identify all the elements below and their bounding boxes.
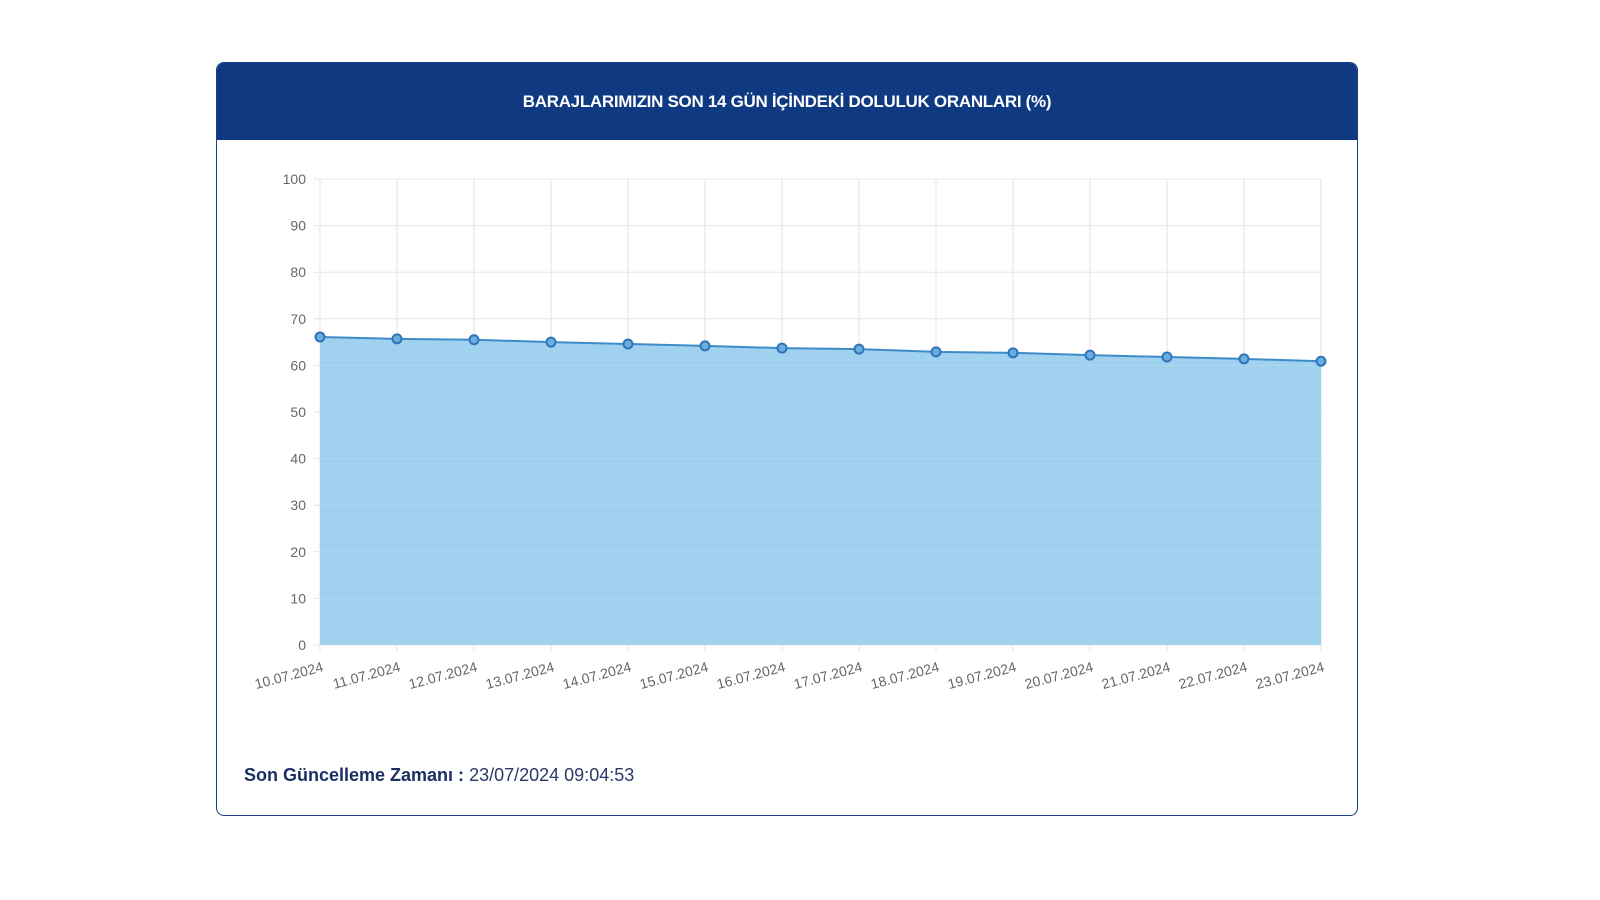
x-tick-label: 17.07.2024 [792, 658, 864, 692]
data-point-marker [1315, 355, 1327, 367]
x-tick-label: 20.07.2024 [1023, 658, 1095, 692]
last-update: Son Güncelleme Zamanı : 23/07/2024 09:04… [244, 765, 634, 786]
chart-title: BARAJLARIMIZIN SON 14 GÜN İÇİNDEKİ DOLUL… [522, 91, 1052, 111]
data-point-marker [1007, 347, 1019, 359]
data-point-marker [545, 336, 557, 348]
x-tick-label: 13.07.2024 [484, 658, 556, 692]
data-point-marker [1161, 351, 1173, 363]
y-tick-label: 0 [298, 637, 306, 653]
y-tick-label: 30 [290, 497, 306, 513]
y-tick-label: 60 [290, 357, 306, 373]
x-tick-label: 10.07.2024 [253, 658, 325, 692]
last-update-value: 23/07/2024 09:04:53 [469, 765, 635, 785]
y-tick-label: 70 [290, 311, 306, 327]
x-tick-label: 16.07.2024 [715, 658, 787, 692]
y-tick-label: 80 [290, 264, 306, 280]
data-point-marker [314, 331, 326, 343]
y-tick-label: 50 [290, 404, 306, 420]
x-tick-label: 23.07.2024 [1254, 658, 1326, 692]
data-point-marker [930, 346, 942, 358]
y-tick-label: 20 [290, 544, 306, 560]
y-tick-label: 100 [283, 171, 307, 187]
x-tick-label: 21.07.2024 [1100, 658, 1172, 692]
x-tick-label: 14.07.2024 [561, 658, 633, 692]
data-point-marker [1238, 353, 1250, 365]
x-tick-label: 22.07.2024 [1177, 658, 1249, 692]
x-tick-label: 15.07.2024 [638, 658, 710, 692]
y-tick-label: 10 [290, 590, 306, 606]
x-tick-label: 19.07.2024 [946, 658, 1018, 692]
x-tick-label: 11.07.2024 [331, 658, 402, 691]
y-tick-label: 40 [290, 451, 306, 467]
data-point-marker [468, 334, 480, 346]
data-point-marker [853, 343, 865, 355]
card-header: BARAJLARIMIZIN SON 14 GÜN İÇİNDEKİ DOLUL… [217, 63, 1357, 140]
data-point-marker [776, 342, 788, 354]
x-tick-label: 12.07.2024 [407, 658, 479, 692]
y-tick-label: 90 [290, 218, 306, 234]
data-point-marker [391, 333, 403, 345]
data-point-marker [622, 338, 634, 350]
last-update-label: Son Güncelleme Zamanı : [244, 765, 465, 785]
data-point-marker [1084, 349, 1096, 361]
series-line [319, 335, 1322, 363]
area-fill [320, 336, 1321, 645]
x-tick-label: 18.07.2024 [869, 658, 941, 692]
data-point-marker [699, 340, 711, 352]
